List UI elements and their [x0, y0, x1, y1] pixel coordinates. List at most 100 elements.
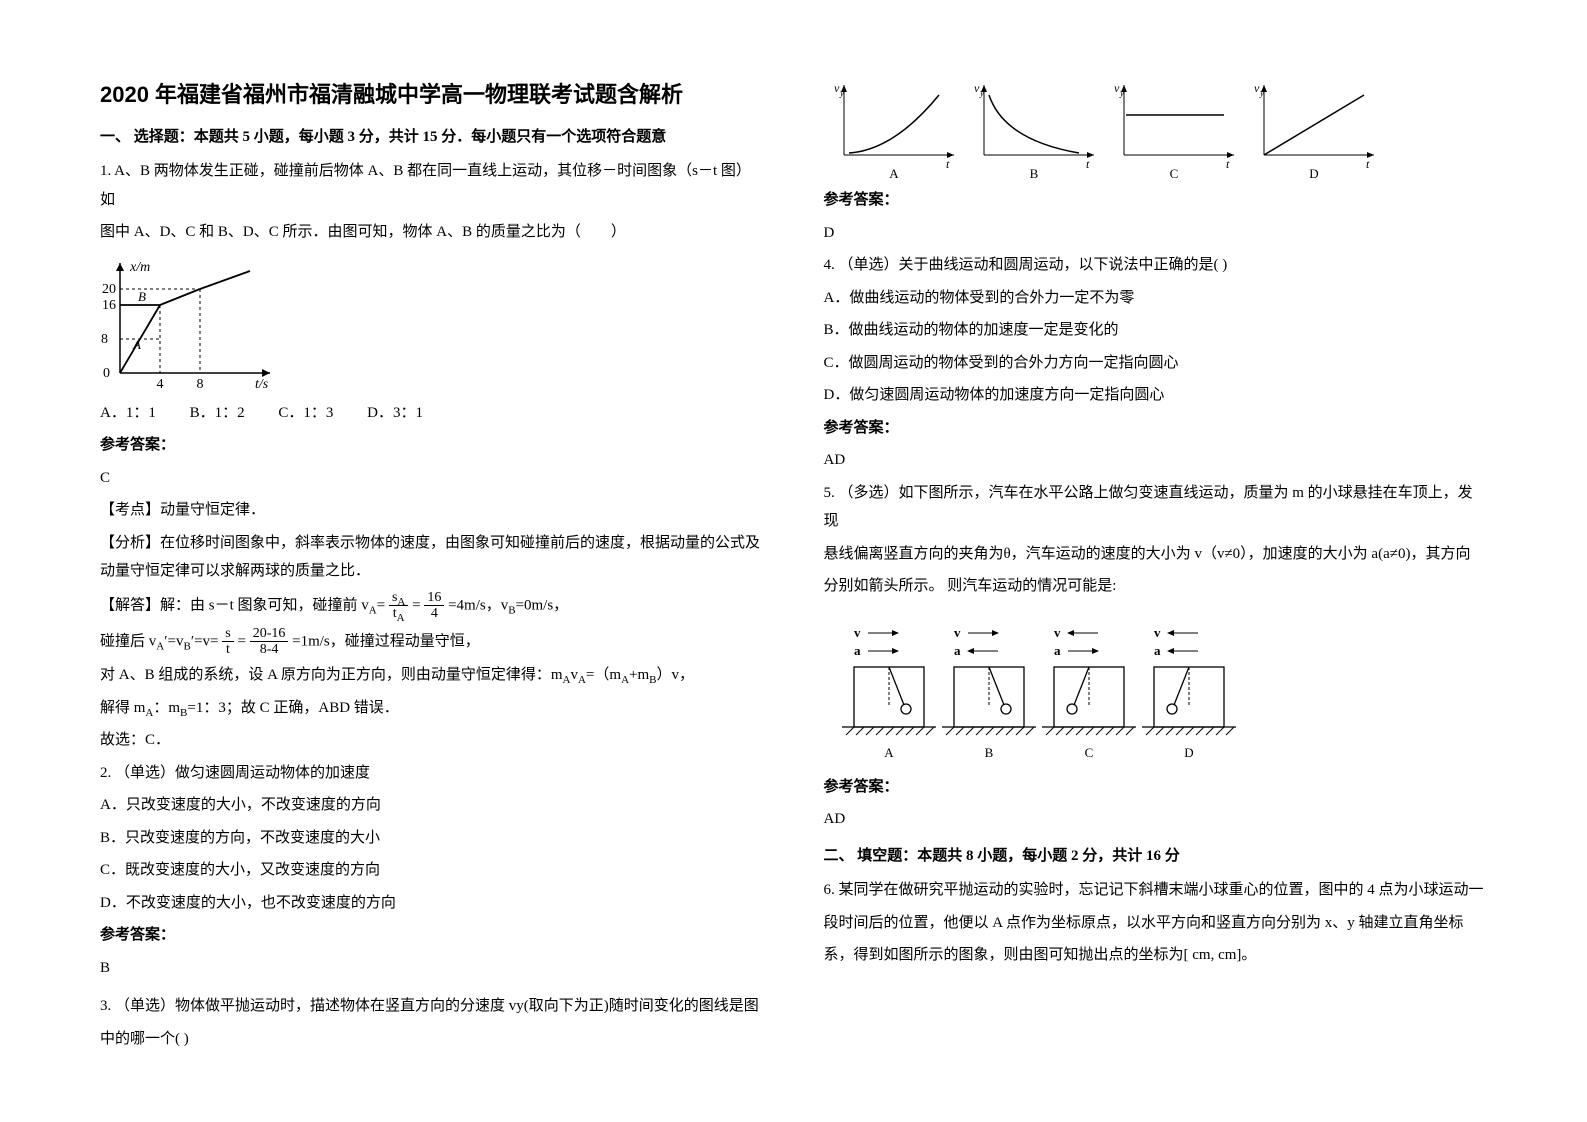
svg-text:8: 8 [101, 332, 108, 347]
q4-opt-b: B．做曲线运动的物体的加速度一定是变化的 [824, 316, 1488, 345]
txt: 解得 m [100, 700, 145, 716]
q3-answer: D [824, 219, 1488, 248]
q2-answer-label: 参考答案： [100, 921, 764, 950]
q4-opt-a: A．做曲线运动的物体受到的合外力一定不为零 [824, 284, 1488, 313]
svg-text:v: v [854, 625, 861, 640]
q5-label-b: B [984, 745, 993, 760]
svg-text:y: y [1259, 88, 1264, 98]
svg-text:16: 16 [102, 298, 116, 313]
svg-text:t: t [1226, 157, 1230, 171]
svg-text:A: A [889, 166, 899, 180]
section-1-heading: 一、 选择题：本题共 5 小题，每小题 3 分，共计 15 分．每小题只有一个选… [100, 123, 764, 152]
txt: ：m [153, 700, 180, 716]
q4-opt-c: C．做圆周运动的物体受到的合外力方向一定指向圆心 [824, 349, 1488, 378]
svg-text:D: D [1309, 166, 1318, 180]
q1-options: A．1：1 B．1：2 C．1：3 D．3：1 [100, 399, 764, 428]
svg-text:y: y [839, 88, 844, 98]
q5-answer: AD [824, 805, 1488, 834]
q1-math-line3: 对 A、B 组成的系统，设 A 原方向为正方向，则由动量守恒定律得：mAvA=（… [100, 661, 764, 690]
q4-answer-label: 参考答案： [824, 414, 1488, 443]
frac: st [222, 626, 233, 658]
q3-cont: 中的哪一个( ) [100, 1025, 764, 1054]
q2-answer: B [100, 954, 764, 983]
q1-opt-c: C．1：3 [278, 399, 333, 428]
q4-opt-d: D．做匀速圆周运动物体的加速度方向一定指向圆心 [824, 381, 1488, 410]
q1-stem-line2: 图中 A、D、C 和 B、D、C 所示．由图可知，物体 A、B 的质量之比为（ … [100, 218, 764, 247]
q5-stem1: 5. （多选）如下图所示，汽车在水平公路上做匀变速直线运动，质量为 m 的小球悬… [824, 479, 1488, 536]
q5-label-d: D [1184, 745, 1193, 760]
q2-opt-b: B．只改变速度的方向，不改变速度的大小 [100, 824, 764, 853]
q1-opt-b: B．1：2 [190, 399, 245, 428]
sub: B [508, 604, 515, 616]
txt: v [570, 667, 578, 683]
svg-text:a: a [854, 643, 861, 658]
svg-text:y: y [1119, 88, 1124, 98]
svg-text:v: v [1054, 625, 1061, 640]
den: 4 [424, 606, 444, 621]
q5-label-a: A [884, 745, 894, 760]
txt: +m [629, 667, 649, 683]
q2-stem: 2. （单选）做匀速圆周运动物体的加速度 [100, 759, 764, 788]
q5-stem3: 分别如箭头所示。 则汽车运动的情况可能是: [824, 572, 1488, 601]
q1-stem-line1: 1. A、B 两物体发生正碰，碰撞前后物体 A、B 都在同一直线上运动，其位移－… [100, 157, 764, 214]
svg-text:0: 0 [103, 366, 110, 381]
den: t [222, 642, 233, 657]
sub: B [649, 674, 656, 686]
txt: =（m [586, 667, 621, 683]
q1-math-line2: 碰撞后 vA′=vB′=v= st = 20-168-4 =1m/s，碰撞过程动… [100, 626, 764, 658]
q4-stem: 4. （单选）关于曲线运动和圆周运动，以下说法中正确的是( ) [824, 251, 1488, 280]
txt: 【解答】解：由 s－t 图象可知，碰撞前 v [100, 597, 369, 613]
txt: =4m/s，v [448, 597, 508, 613]
svg-text:t: t [1086, 157, 1090, 171]
svg-text:B: B [138, 289, 146, 304]
q2-opt-a: A．只改变速度的大小，不改变速度的方向 [100, 791, 764, 820]
svg-text:a: a [1154, 643, 1161, 658]
q1-answer-label: 参考答案： [100, 431, 764, 460]
txt: ）v， [657, 667, 695, 683]
q5-label-c: C [1084, 745, 1093, 760]
q3-graphs: vy t A vy t B vy t C vy t D [824, 80, 1488, 180]
num: s [222, 626, 233, 642]
q1-opt-d: D．3：1 [367, 399, 423, 428]
q1-answer: C [100, 464, 764, 493]
page-title: 2020 年福建省福州市福清融城中学高一物理联考试题含解析 [100, 80, 764, 111]
num: 20-16 [250, 626, 289, 642]
txt: 碰撞后 v [100, 633, 156, 649]
q6-stem2: 段时间后的位置，他便以 A 点作为坐标原点，以水平方向和竖直方向分别为 x、y … [824, 909, 1488, 938]
q2-opt-d: D．不改变速度的大小，也不改变速度的方向 [100, 889, 764, 918]
txt: ′=v= [191, 633, 222, 649]
svg-text:a: a [954, 643, 961, 658]
q1-graph: x/m t/s 0 20 16 8 4 8 A B [100, 253, 764, 393]
txt: =1m/s，碰撞过程动量守恒， [292, 633, 480, 649]
sub: B [183, 640, 190, 652]
section-2-heading: 二、 填空题：本题共 8 小题，每小题 2 分，共计 16 分 [824, 842, 1488, 871]
svg-text:4: 4 [157, 377, 164, 392]
svg-text:20: 20 [102, 282, 116, 297]
q1-math-line4: 解得 mA：mB=1：3；故 C 正确，ABD 错误． [100, 694, 764, 723]
sub: A [397, 612, 405, 624]
txt: =0m/s， [516, 597, 569, 613]
txt: =1：3；故 C 正确，ABD 错误． [187, 700, 398, 716]
svg-text:B: B [1029, 166, 1038, 180]
frac: sAtA [389, 590, 408, 622]
q5-figure: v a A v a B v a C v a D [824, 607, 1488, 767]
q1-sol1: 【考点】动量守恒定律． [100, 496, 764, 525]
den: 8-4 [250, 642, 289, 657]
q6-stem3: 系，得到如图所示的图象，则由图可知抛出点的坐标为[ cm, cm]。 [824, 941, 1488, 970]
q5-answer-label: 参考答案： [824, 773, 1488, 802]
sub: A [621, 674, 629, 686]
q1-sol2: 【分析】在位移时间图象中，斜率表示物体的速度，由图象可知碰撞前后的速度，根据动量… [100, 529, 764, 586]
svg-text:y: y [979, 88, 984, 98]
sub: A [369, 604, 377, 616]
frac: 164 [424, 590, 444, 622]
q1-opt-a: A．1：1 [100, 399, 156, 428]
svg-text:A: A [132, 337, 141, 352]
svg-text:t: t [1366, 157, 1370, 171]
q1-math-line1: 【解答】解：由 s－t 图象可知，碰撞前 vA= sAtA = 164 =4m/… [100, 590, 764, 622]
q4-answer: AD [824, 446, 1488, 475]
q2-opt-c: C．既改变速度的大小，又改变速度的方向 [100, 856, 764, 885]
txt: 对 A、B 组成的系统，设 A 原方向为正方向，则由动量守恒定律得：m [100, 667, 563, 683]
q5-stem2: 悬线偏离竖直方向的夹角为θ，汽车运动的速度的大小为 v（v≠0），加速度的大小为… [824, 540, 1488, 569]
svg-text:t: t [946, 157, 950, 171]
num: 16 [424, 590, 444, 606]
